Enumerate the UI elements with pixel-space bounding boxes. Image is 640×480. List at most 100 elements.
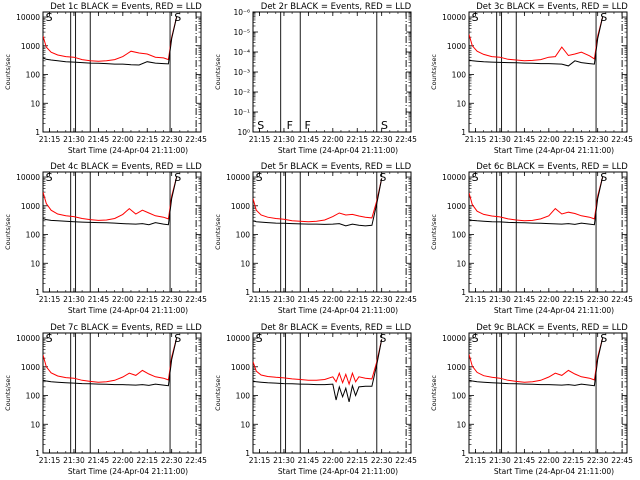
y-tick-label: 10000 <box>226 173 250 182</box>
x-tick-label: 22:15 <box>562 295 584 304</box>
x-tick-label: 21:30 <box>273 135 295 144</box>
x-tick-label: 22:00 <box>538 456 560 465</box>
x-tick-label: 22:45 <box>611 295 633 304</box>
x-tick-label: 22:00 <box>322 456 344 465</box>
series-line-events <box>469 176 604 226</box>
x-tick-label: 21:30 <box>63 295 85 304</box>
x-tick-label: 21:45 <box>88 295 110 304</box>
x-tick-label: 22:30 <box>587 456 609 465</box>
series-line-events <box>253 339 383 403</box>
annotation-label: S <box>46 171 53 184</box>
plot-frame <box>468 171 628 293</box>
x-tick-label: 21:45 <box>88 456 110 465</box>
chart-title: Det 8r BLACK = Events, RED = LLD <box>261 323 412 333</box>
x-tick-label: 22:15 <box>136 295 158 304</box>
y-tick-label: 100 <box>26 392 41 401</box>
x-tick-label: 22:30 <box>371 295 393 304</box>
annotation-label: F <box>304 119 310 132</box>
y-tick-label: 100 <box>452 231 467 240</box>
annotation-label: S <box>600 332 607 345</box>
y-tick-label: 100 <box>26 71 41 80</box>
x-tick-label: 21:30 <box>489 295 511 304</box>
plot-frame <box>252 332 412 454</box>
annotation-label: S <box>46 332 53 345</box>
x-tick-label: 22:15 <box>562 135 584 144</box>
y-tick-label: 1000 <box>21 202 40 211</box>
x-tick-label: 22:00 <box>112 456 134 465</box>
x-axis-label: Start Time (24-Apr-04 21:11:00) <box>68 467 188 476</box>
x-tick-label: 22:15 <box>346 295 368 304</box>
plot-frame <box>468 332 628 454</box>
y-tick-label: 10 <box>30 420 40 429</box>
x-tick-label: 22:45 <box>611 456 633 465</box>
chart-title: Det 3c BLACK = Events, RED = LLD <box>476 2 628 12</box>
y-axis-label: Counts/sec <box>430 375 438 411</box>
x-tick-label: 21:30 <box>489 135 511 144</box>
series-line-events <box>469 337 604 387</box>
chart-title: Det 1c BLACK = Events, RED = LLD <box>50 2 202 12</box>
x-tick-label: 21:15 <box>249 135 271 144</box>
series-line-lld <box>469 337 604 383</box>
chart-title: Det 9c BLACK = Events, RED = LLD <box>476 323 628 333</box>
annotation-label: S <box>256 332 263 345</box>
x-tick-label: 22:30 <box>587 295 609 304</box>
annotation-label: S <box>472 332 479 345</box>
y-tick-label: 10 <box>456 420 466 429</box>
y-tick-label: 10⁻³ <box>233 68 250 77</box>
x-axis-label: Start Time (24-Apr-04 21:11:00) <box>278 306 398 315</box>
x-tick-label: 22:30 <box>371 135 393 144</box>
x-tick-label: 21:15 <box>39 295 61 304</box>
series-line-lld <box>43 176 178 221</box>
x-tick-label: 22:30 <box>371 456 393 465</box>
x-tick-label: 22:00 <box>538 295 560 304</box>
y-tick-label: 1000 <box>21 42 40 51</box>
annotation-label: S <box>257 119 264 132</box>
annotation-label: S <box>174 11 181 24</box>
y-tick-label: 10000 <box>16 334 40 343</box>
x-tick-label: 21:15 <box>249 456 271 465</box>
x-tick-label: 22:30 <box>161 135 183 144</box>
x-axis-label: Start Time (24-Apr-04 21:11:00) <box>494 146 614 155</box>
y-tick-label: 100 <box>236 392 251 401</box>
x-tick-label: 22:30 <box>587 135 609 144</box>
detector-panel-4: Det 4c BLACK = Events, RED = LLD Start Ti… <box>4 162 207 315</box>
detector-panel-3: Det 3c BLACK = Events, RED = LLD Start Ti… <box>430 2 633 155</box>
y-tick-label: 10000 <box>442 334 466 343</box>
plot-frame <box>252 171 412 293</box>
x-tick-label: 21:45 <box>514 456 536 465</box>
y-tick-label: 10 <box>30 259 40 268</box>
y-tick-label: 10000 <box>16 173 40 182</box>
y-tick-label: 1 <box>35 449 40 458</box>
series-line-events <box>469 16 604 67</box>
annotation-label: S <box>600 171 607 184</box>
x-axis-label: Start Time (24-Apr-04 21:11:00) <box>68 146 188 155</box>
x-tick-label: 21:30 <box>63 135 85 144</box>
x-tick-label: 21:15 <box>465 135 487 144</box>
y-tick-label: 1000 <box>231 363 250 372</box>
x-tick-label: 21:45 <box>514 295 536 304</box>
y-tick-label: 10⁻⁴ <box>233 48 250 57</box>
detector-panel-7: Det 7c BLACK = Events, RED = LLD Start Ti… <box>4 323 207 476</box>
annotation-label: S <box>174 171 181 184</box>
x-tick-label: 21:15 <box>39 456 61 465</box>
y-tick-label: 10 <box>240 259 250 268</box>
y-tick-label: 10000 <box>442 13 466 22</box>
detector-panel-2: Det 2r BLACK = Events, RED = LLD Start Ti… <box>214 2 417 155</box>
x-tick-label: 22:45 <box>185 295 207 304</box>
x-tick-label: 22:30 <box>161 456 183 465</box>
y-axis-label: Counts/sec <box>430 54 438 90</box>
y-tick-label: 10⁻⁵ <box>233 28 250 37</box>
x-axis-label: Start Time (24-Apr-04 21:11:00) <box>278 146 398 155</box>
annotation-label: S <box>472 11 479 24</box>
x-axis-label: Start Time (24-Apr-04 21:11:00) <box>278 467 398 476</box>
series-line-lld <box>43 337 178 383</box>
series-line-lld <box>253 178 383 223</box>
annotation-label: S <box>381 119 388 132</box>
y-tick-label: 1000 <box>447 363 466 372</box>
chart-title: Det 4c BLACK = Events, RED = LLD <box>50 162 202 172</box>
plot-frame <box>468 11 628 133</box>
x-tick-label: 22:45 <box>395 135 417 144</box>
x-tick-label: 21:15 <box>39 135 61 144</box>
chart-title: Det 5r BLACK = Events, RED = LLD <box>261 162 412 172</box>
